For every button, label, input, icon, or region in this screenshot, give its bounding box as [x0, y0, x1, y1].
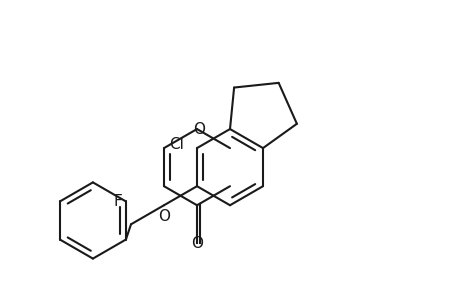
- Text: O: O: [192, 122, 204, 136]
- Text: O: O: [157, 209, 170, 224]
- Text: Cl: Cl: [168, 137, 183, 152]
- Text: O: O: [190, 236, 202, 251]
- Text: F: F: [113, 194, 122, 209]
